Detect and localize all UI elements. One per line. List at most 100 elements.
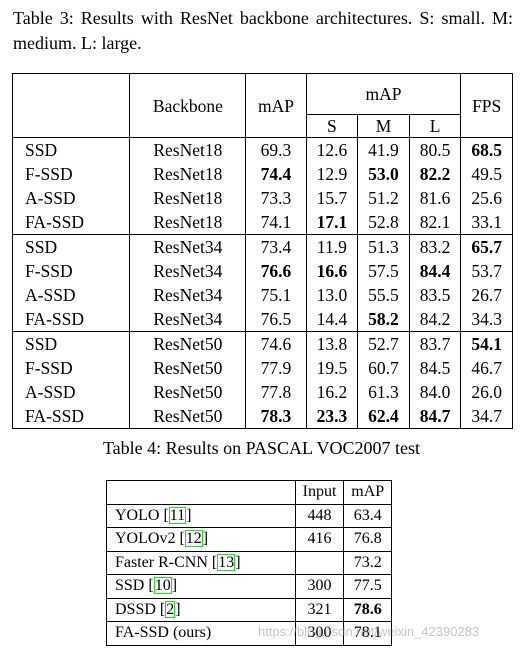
cell-backbone: ResNet34: [129, 307, 246, 332]
cell-l: 84.5: [408, 356, 461, 380]
method-name: YOLO: [115, 506, 160, 524]
cell-backbone: ResNet34: [129, 259, 246, 283]
cell-l: 84.0: [408, 380, 461, 404]
cell-backbone: ResNet34: [129, 283, 246, 307]
cell-fps: 34.3: [460, 307, 513, 332]
cell-s: 17.1: [305, 210, 358, 235]
cell-fps: 49.5: [460, 162, 513, 186]
cell-m: 58.2: [357, 307, 410, 332]
cell-backbone: ResNet50: [129, 356, 246, 380]
cell-method: SSD: [25, 140, 58, 160]
header-input: Input: [294, 480, 344, 505]
best-value: 78.3: [260, 406, 292, 426]
cell-map: 69.3: [245, 137, 307, 162]
cell-method: A-SSD: [25, 285, 76, 305]
table-row: FA-SSD ResNet18 74.1 17.1 52.8 82.1 33.1: [12, 210, 513, 235]
cell-l: 80.5: [408, 137, 461, 162]
header-backbone: Backbone: [129, 73, 246, 138]
cell-fps: 25.6: [460, 186, 513, 210]
cell-m: 51.3: [357, 234, 410, 259]
cell-m: 52.7: [357, 331, 410, 356]
cell-method: DSSD [2]: [106, 598, 296, 622]
table-row: FA-SSD (ours) 300 78.1: [106, 621, 392, 646]
citation-link[interactable]: 10: [153, 577, 172, 594]
cell-fps: 54.1: [460, 331, 513, 356]
cell-method: FA-SSD: [12, 307, 130, 332]
best-value: 17.1: [316, 212, 348, 232]
cell-m: 52.8: [357, 210, 410, 235]
header-m: M: [357, 114, 410, 138]
cell-fps: 33.1: [460, 210, 513, 235]
best-value: 65.7: [471, 237, 502, 257]
method-name: SSD: [115, 577, 145, 594]
citation-link[interactable]: 2: [165, 600, 176, 618]
citation-link[interactable]: 13: [217, 553, 236, 571]
cell-method: SSD: [25, 237, 58, 257]
cell-method: Faster R-CNN [13]: [106, 551, 296, 575]
cell-map: 76.6: [245, 259, 307, 283]
best-value: 23.3: [316, 406, 348, 426]
cell-method: A-SSD: [25, 188, 76, 208]
cell-map: 73.2: [343, 551, 392, 575]
cell-map: 74.4: [245, 162, 307, 186]
cell-fps: 34.7: [460, 404, 513, 429]
table-row: YOLOv2 [12] 416 76.8: [106, 527, 392, 552]
cell-l: 83.2: [408, 234, 461, 259]
cell-l: 84.7: [408, 404, 461, 429]
cell-m: 60.7: [357, 356, 410, 380]
cell-method: SSD [10]: [106, 574, 296, 599]
table-row: SSD [10] 300 77.5: [106, 574, 392, 599]
cell-map: 77.9: [245, 356, 307, 380]
cell-fps: 53.7: [460, 259, 513, 283]
best-value: 68.5: [471, 140, 502, 160]
table-row: F-SSD ResNet18 74.4 12.9 53.0 82.2 49.5: [13, 162, 513, 186]
cell-m: 62.4: [357, 404, 410, 429]
cell-s: 11.9: [305, 234, 358, 259]
table4-body: YOLO [11] 448 63.4 YOLOv2 [12] 416 76.8 Faster…: [106, 504, 392, 646]
cell-s: 14.4: [305, 307, 358, 332]
cell-fps: 65.7: [460, 234, 513, 259]
table4-caption: Table 4: Results on PASCAL VOC2007 test: [102, 438, 421, 458]
cell-l: 83.7: [408, 331, 461, 356]
table-row: A-SSD ResNet34 75.1 13.0 55.5 83.5 26.7: [13, 283, 513, 307]
table-row: FA-SSD ResNet34 76.5 14.4 58.2 84.2 34.3: [12, 307, 513, 332]
best-value: 82.2: [419, 164, 451, 184]
cell-map: 76.5: [245, 307, 307, 332]
citation-link[interactable]: 12: [184, 530, 203, 547]
cell-map: 75.1: [245, 283, 307, 307]
cell-method: SSD: [25, 334, 58, 354]
cell-m: 61.3: [357, 380, 410, 404]
cell-method: F-SSD: [25, 164, 73, 184]
best-value: 54.1: [471, 334, 502, 354]
cell-map: 77.5: [343, 574, 392, 599]
cell-m: 51.2: [357, 186, 410, 210]
best-value: 74.4: [260, 164, 292, 184]
best-value: 76.6: [260, 261, 292, 281]
cell-s: 12.6: [305, 137, 358, 162]
cell-method: FA-SSD: [12, 210, 130, 235]
cell-l: 84.2: [408, 307, 461, 332]
table4-voc2007-results: Input mAP YOLO [11] 448 63.4 YOLOv2 [12] 416…: [106, 480, 392, 646]
cell-backbone: ResNet50: [129, 404, 246, 429]
cell-method: F-SSD: [25, 358, 73, 378]
cell-map: 63.4: [343, 504, 392, 528]
cell-fps: 68.5: [460, 137, 513, 162]
citation-link[interactable]: 11: [168, 506, 187, 524]
cell-map: 78.6: [343, 598, 392, 622]
cell-l: 82.1: [408, 210, 461, 235]
table-row: A-SSD ResNet50 77.8 16.2 61.3 84.0 26.0: [13, 380, 513, 404]
table3-body: SSD ResNet18 69.3 12.6 41.9 80.5 68.5 F-SSD ResN…: [12, 137, 513, 429]
watermark: https://blog.csdn.net/weixin_42390283: [258, 624, 480, 639]
cell-map: 74.1: [245, 210, 307, 235]
best-value: 84.4: [419, 261, 451, 281]
table-row: DSSD [2] 321 78.6: [106, 598, 392, 622]
cell-backbone: ResNet18: [129, 186, 246, 210]
best-value: 62.4: [368, 406, 399, 426]
header-map: mAP: [343, 480, 392, 505]
cell-map: 73.4: [245, 234, 307, 259]
cell-input: 448: [294, 504, 344, 528]
cell-map: 77.8: [245, 380, 307, 404]
best-value: 84.7: [419, 406, 451, 426]
cell-backbone: ResNet50: [129, 331, 246, 356]
cell-s: 15.7: [305, 186, 358, 210]
